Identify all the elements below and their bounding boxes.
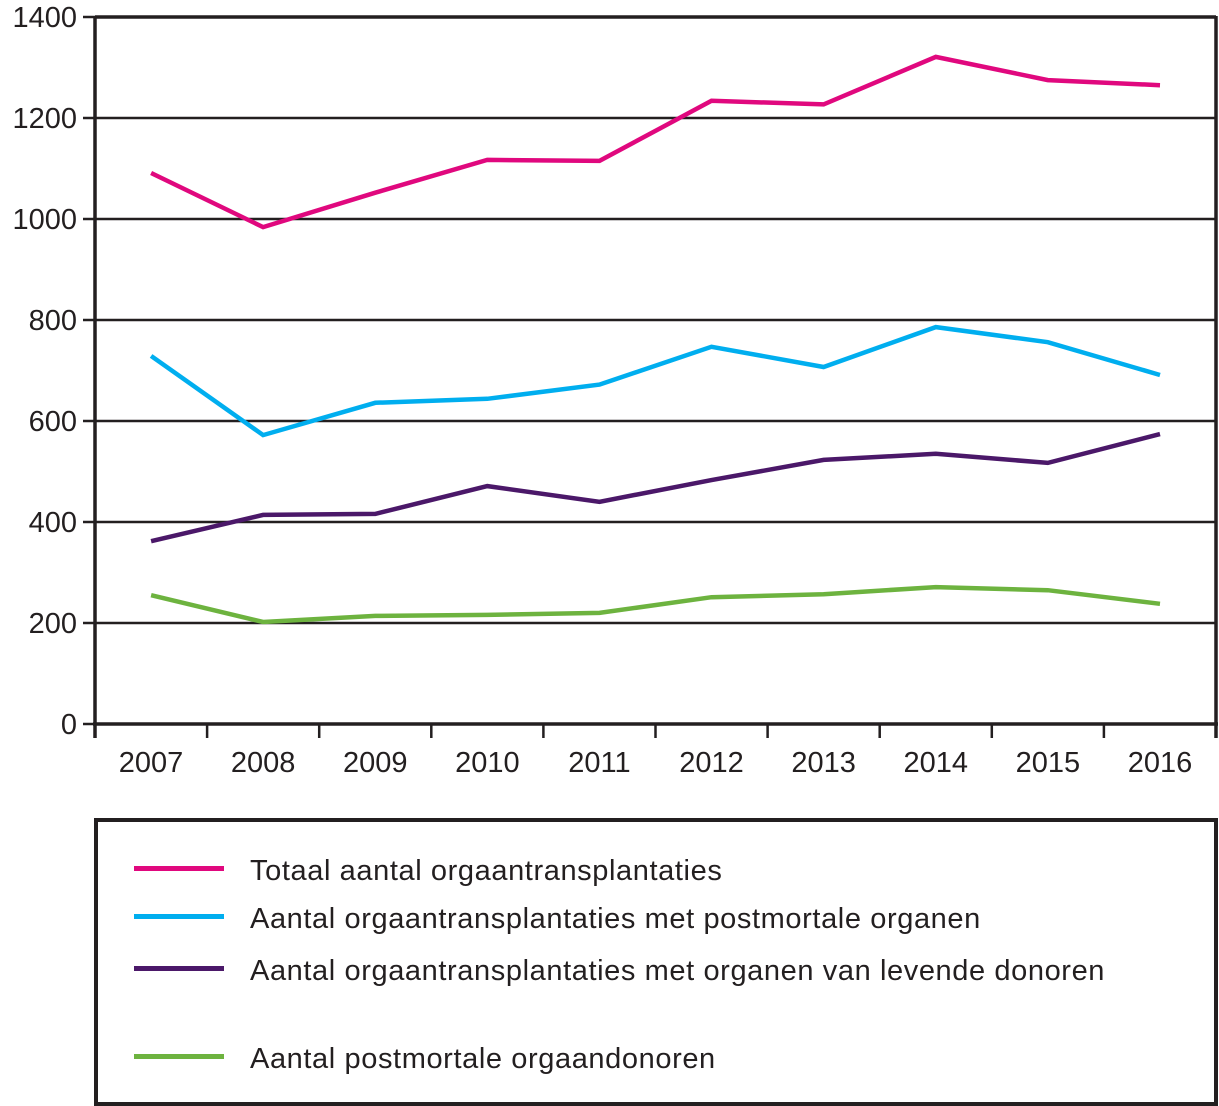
y-tick-label: 1000 — [12, 204, 77, 236]
y-tick-label: 200 — [29, 608, 77, 640]
legend-item: Aantal orgaantransplantaties met organen… — [134, 952, 1130, 990]
x-tick-label: 2014 — [903, 747, 968, 779]
legend-label: Aantal orgaantransplantaties met organen… — [250, 955, 1106, 987]
legend-swatch-postmortal — [134, 914, 224, 919]
x-tick-label: 2010 — [455, 747, 520, 779]
x-tick-label: 2011 — [568, 747, 630, 779]
legend-label: Aantal postmortale orgaandonoren — [250, 1043, 716, 1075]
y-tick-label: 0 — [61, 709, 77, 741]
x-tick-label: 2008 — [231, 747, 296, 779]
y-tick-label: 400 — [29, 507, 77, 539]
axes — [93, 15, 1218, 738]
y-axis-ticks: 0 200 400 600 800 1000 1200 1400 — [12, 2, 95, 741]
series-line-1 — [149, 324, 1161, 438]
x-tick-label: 2015 — [1016, 747, 1081, 779]
x-tick-label: 2007 — [119, 747, 184, 779]
series-line-0 — [150, 54, 1161, 230]
legend-label: Aantal orgaantransplantaties met postmor… — [250, 903, 981, 935]
x-tick-label: 2012 — [679, 747, 744, 779]
y-tick-label: 1200 — [12, 103, 77, 135]
series-line-2 — [150, 431, 1161, 544]
legend-swatch-total — [134, 866, 224, 871]
legend-item: Totaal aantal orgaantransplantaties — [134, 852, 1150, 890]
series-line-3 — [150, 584, 1161, 625]
x-tick-label: 2009 — [343, 747, 408, 779]
x-tick-label: 2016 — [1128, 747, 1193, 779]
legend-swatch-living — [134, 966, 224, 971]
legend-item: Aantal orgaantransplantaties met postmor… — [134, 900, 1150, 938]
y-tick-label: 600 — [29, 406, 77, 438]
legend: Totaal aantal orgaantransplantaties Aant… — [94, 818, 1218, 1106]
x-tick-label: 2013 — [791, 747, 856, 779]
legend-item: Aantal postmortale orgaandonoren — [134, 1040, 1150, 1078]
y-tick-label: 1400 — [12, 2, 77, 34]
x-axis-ticks: 2007 2008 2009 2010 2011 2012 2013 2014 2015 2016 — [93, 724, 1218, 779]
series-lines — [149, 54, 1161, 625]
legend-swatch-donors — [134, 1054, 224, 1059]
legend-label: Totaal aantal orgaantransplantaties — [250, 855, 723, 887]
gridlines — [95, 15, 1216, 625]
y-tick-label: 800 — [29, 305, 77, 337]
